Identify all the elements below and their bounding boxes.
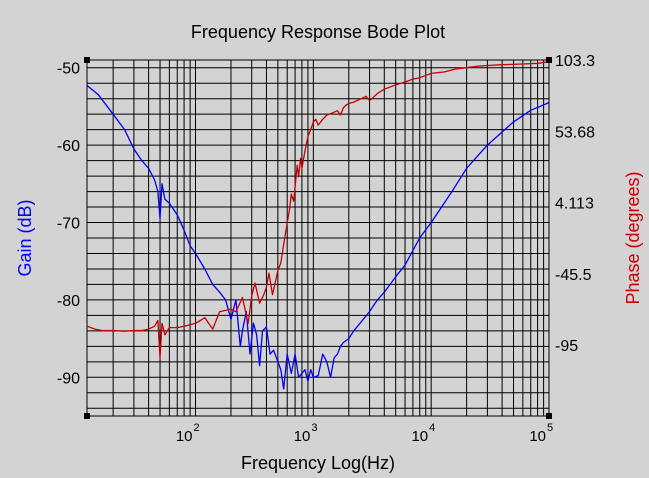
corner-markers bbox=[84, 57, 552, 419]
y-axis-right-ticks: 103.3 53.68 4.113 -45.5 -95 bbox=[555, 53, 595, 355]
y-axis-right-label: Phase (degrees) bbox=[623, 171, 643, 304]
corner-marker bbox=[84, 413, 90, 419]
x-tick-exponent: 3 bbox=[311, 422, 317, 434]
y-right-tick-label: 53.68 bbox=[555, 124, 595, 141]
x-tick-exponent: 2 bbox=[194, 422, 200, 434]
x-tick-base: 10 bbox=[411, 428, 428, 445]
phase-series-line bbox=[86, 61, 550, 359]
y-axis-left-label: Gain (dB) bbox=[15, 199, 35, 276]
x-tick-exponent: 4 bbox=[429, 422, 435, 434]
y-left-tick-label: -80 bbox=[57, 293, 80, 310]
y-left-tick-label: -50 bbox=[57, 61, 80, 78]
series-layer bbox=[86, 61, 550, 390]
y-right-tick-label: 4.113 bbox=[555, 195, 594, 212]
plot-area bbox=[84, 57, 552, 419]
y-right-tick-label: -45.5 bbox=[555, 267, 592, 284]
x-tick-base: 10 bbox=[176, 428, 193, 445]
x-tick-exponent: 5 bbox=[547, 422, 553, 434]
x-axis-ticks: 10 2 10 3 10 4 10 5 bbox=[176, 422, 553, 445]
corner-marker bbox=[84, 57, 90, 63]
corner-marker bbox=[546, 57, 552, 63]
x-tick-base: 10 bbox=[529, 428, 546, 445]
x-axis-label: Frequency Log(Hz) bbox=[241, 453, 395, 473]
x-tick-base: 10 bbox=[294, 428, 311, 445]
gain-series-line bbox=[86, 84, 550, 390]
corner-marker bbox=[546, 413, 552, 419]
y-left-tick-label: -90 bbox=[57, 370, 80, 387]
y-right-tick-label: 103.3 bbox=[555, 53, 595, 70]
y-left-tick-label: -60 bbox=[57, 138, 80, 155]
y-left-tick-label: -70 bbox=[57, 216, 80, 233]
y-right-tick-label: -95 bbox=[555, 338, 578, 355]
chart-title: Frequency Response Bode Plot bbox=[191, 22, 445, 42]
y-axis-left-ticks: -50 -60 -70 -80 -90 bbox=[57, 61, 80, 388]
